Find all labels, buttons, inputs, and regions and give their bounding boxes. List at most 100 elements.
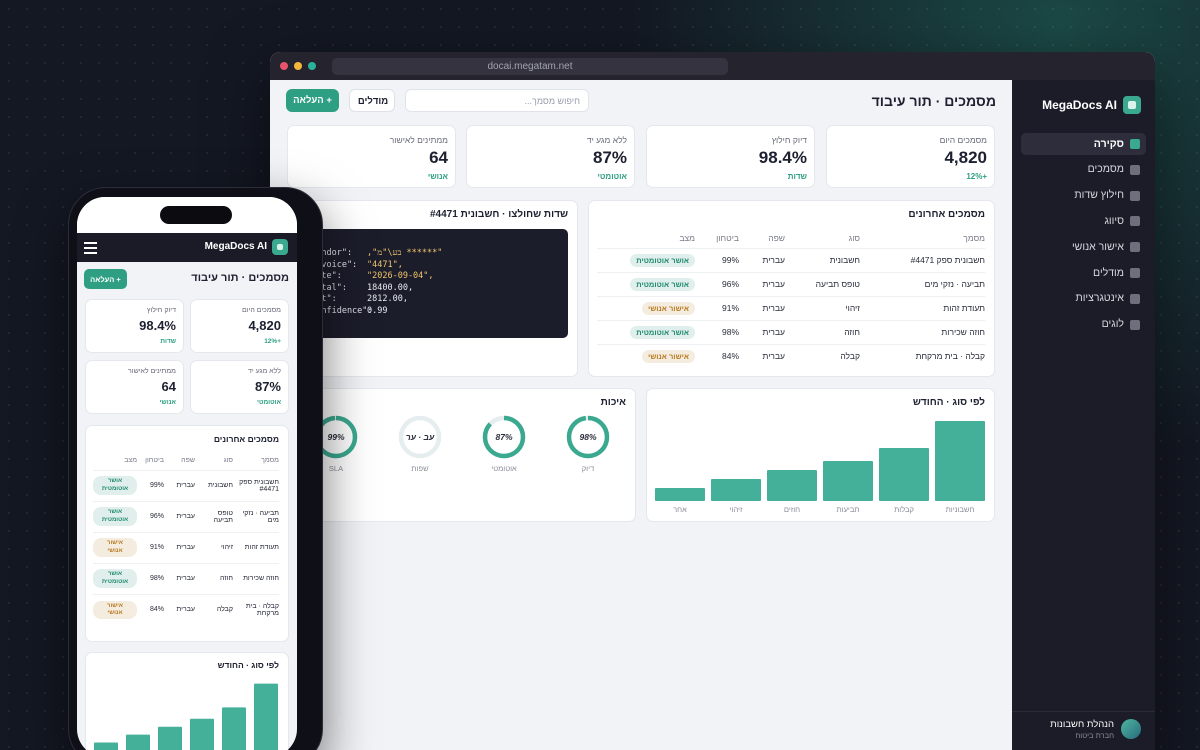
- nav-icon: [1130, 139, 1140, 149]
- url-bar: [332, 58, 728, 75]
- cell-confidence: 91%: [721, 303, 739, 313]
- upload-button-label: + העלאה: [90, 274, 121, 284]
- cell-doc: קבלה · בית מרקחת: [245, 602, 279, 617]
- cell-lang: עברית: [176, 544, 195, 551]
- nav-icon: [1130, 268, 1140, 278]
- cell-status: אושר אוטומטית: [93, 563, 137, 594]
- cell-doc: תביעה · נזקי מים: [924, 279, 985, 289]
- bar: [655, 488, 705, 501]
- nav-item[interactable]: אישור אנושי: [1071, 240, 1124, 253]
- models-button[interactable]: מודלים: [349, 89, 395, 112]
- kpi-label: ללא מגע יד: [586, 135, 627, 145]
- cell-confidence: 99%: [149, 482, 164, 489]
- upload-button[interactable]: + העלאה: [286, 89, 339, 112]
- table-row[interactable]: קבלה · בית מרקחת קבלה עברית 84% אישור אנושי: [597, 344, 985, 368]
- table-row[interactable]: קבלה · בית מרקחת קבלה עברית 84% אישור אנושי: [93, 594, 279, 625]
- brand-icon: [1123, 96, 1141, 114]
- status-badge: אושר אוטומטית: [93, 507, 137, 526]
- status-badge: אושר אוטומטית: [630, 325, 695, 339]
- cell-lang: עברית: [762, 303, 785, 313]
- table-row[interactable]: תביעה · נזקי מים טופס תביעה עברית 96% אושר א…: [597, 272, 985, 296]
- nav-item[interactable]: סיווג: [1104, 214, 1124, 227]
- column-header: סוג: [848, 232, 860, 243]
- table-row[interactable]: תעודת זהות זיהוי עברית 91% אישור אנושי: [93, 532, 279, 563]
- table-row[interactable]: חוזה שכירות חוזה עברית 98% אושר אוטומטית: [93, 563, 279, 594]
- upload-button[interactable]: + העלאה: [84, 269, 127, 289]
- cell-type: חוזה: [220, 575, 233, 582]
- menu-line[interactable]: [84, 242, 97, 244]
- gauge-value: 99%: [327, 432, 344, 442]
- code-key: "vendor":: [306, 248, 353, 258]
- card-title: לפי סוג · החודש: [217, 660, 279, 670]
- window-dot[interactable]: [294, 62, 302, 70]
- code-value: 2812.00,: [367, 294, 408, 305]
- nav-item[interactable]: מסמכים: [1087, 163, 1124, 176]
- nav-item[interactable]: אינטגרציות: [1075, 292, 1124, 305]
- nav-item[interactable]: מודלים: [1093, 266, 1124, 279]
- cell-doc: חוזה שכירות: [941, 327, 985, 337]
- cell-status: אישור אנושי: [597, 344, 695, 368]
- search-placeholder: חיפוש מסמך...: [524, 96, 580, 106]
- table-row[interactable]: חוזה שכירות חוזה עברית 98% אושר אוטומטית: [597, 320, 985, 344]
- nav-icon: [1130, 293, 1140, 304]
- card-title: שדות שחולצו · חשבונית #4471: [430, 209, 568, 220]
- cell-type: קבלה: [216, 606, 233, 614]
- gauge-arc: [482, 415, 526, 459]
- kpi-card: [85, 299, 184, 353]
- kpi-value: 98.4%: [758, 148, 807, 167]
- nav-item[interactable]: לוגים: [1101, 318, 1124, 331]
- search-box[interactable]: חיפוש מסמך...: [405, 89, 589, 112]
- cell-type: חוזה: [844, 327, 860, 337]
- kpi-label: ממתינים לאישור: [389, 135, 448, 145]
- cell-status: אושר אוטומטית: [93, 470, 137, 501]
- cell-doc: חשבונית ספק #4471: [239, 478, 279, 493]
- nav-active-bg[interactable]: [1021, 133, 1146, 155]
- x-tick-label: חשבוניות: [946, 505, 975, 514]
- code-key: "invoice":: [306, 259, 358, 270]
- kpi-label: דיוק חילוץ: [146, 307, 176, 314]
- brand-icon: [272, 239, 288, 255]
- code-key: "date":: [306, 271, 342, 282]
- table-row[interactable]: תעודת זהות זיהוי עברית 91% אישור אנושי: [597, 296, 985, 320]
- window-dot[interactable]: [280, 62, 288, 70]
- cell-lang: עברית: [176, 482, 195, 489]
- documents-table: מסמך סוג שפה ביטחון מצב חשבונית ספק #4471 חשבו…: [93, 452, 279, 625]
- table-header: מסמך סוג שפה ביטחון מצב: [93, 452, 279, 470]
- nav-item[interactable]: חילוץ שדות: [1074, 189, 1124, 202]
- bar: [711, 479, 761, 501]
- cell-doc: תביעה · נזקי מים: [242, 509, 279, 524]
- url: docai.megatam.net: [487, 60, 573, 72]
- cell-confidence: 98%: [149, 575, 164, 582]
- cell-type: טופס תביעה: [815, 279, 860, 289]
- card-title: לפי סוג · החודש: [912, 397, 985, 408]
- nav-item[interactable]: סקירה: [1093, 137, 1124, 150]
- brand: MegaDocs AI: [204, 241, 267, 252]
- column-header: שפה: [768, 232, 785, 243]
- table-row[interactable]: חשבונית ספק #4471 חשבונית עברית 99% אושר אוט…: [93, 470, 279, 501]
- cell-type: זיהוי: [220, 544, 233, 551]
- nav-icon: [1130, 242, 1140, 253]
- kpi-card: [85, 360, 184, 414]
- x-tick-label: קבלות: [894, 505, 914, 514]
- menu-line[interactable]: [84, 252, 97, 254]
- nav-icon: [1130, 164, 1140, 175]
- code-value: "2026-09-04",: [367, 271, 434, 282]
- status-badge: אישור אנושי: [641, 349, 695, 363]
- kpi-value: 4,820: [944, 148, 987, 167]
- menu-line[interactable]: [84, 247, 97, 249]
- kpi-note: +12%: [264, 337, 281, 345]
- cell-type: חשבונית: [208, 482, 233, 489]
- nav-icon: [1130, 319, 1140, 330]
- table-row[interactable]: חשבונית ספק #4471 חשבונית עברית 99% אושר אוט…: [597, 248, 985, 272]
- window-dot[interactable]: [308, 62, 316, 70]
- cell-lang: עברית: [176, 575, 195, 582]
- status-badge: אושר אוטומטית: [93, 476, 137, 495]
- cell-confidence: 98%: [721, 327, 739, 337]
- cell-status: אישור אנושי: [93, 594, 137, 625]
- kpi-value: 87%: [254, 379, 281, 394]
- gauge-value: 98%: [579, 432, 596, 442]
- sidebar-divider: [1012, 711, 1155, 712]
- table-row[interactable]: תביעה · נזקי מים טופס תביעה עברית 96% אושר א…: [93, 501, 279, 532]
- cell-type: זיהוי: [845, 303, 860, 313]
- bar: [823, 461, 873, 501]
